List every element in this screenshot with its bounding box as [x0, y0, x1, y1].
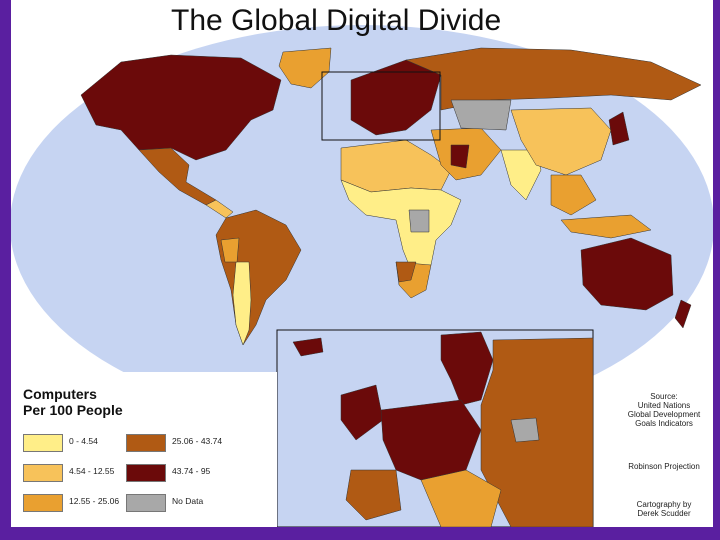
scandinavia	[440, 331, 494, 406]
chile-argentina	[232, 261, 252, 346]
uk-ireland	[340, 384, 384, 441]
legend-swatch	[126, 494, 166, 512]
legend-swatch	[126, 434, 166, 452]
world-map	[11, 25, 713, 527]
japan	[608, 111, 630, 146]
legend-label: 12.55 - 25.06	[69, 496, 120, 506]
legend-label: 25.06 - 43.74	[172, 436, 223, 446]
map-title: The Global Digital Divide	[171, 4, 502, 37]
iceland	[292, 337, 324, 357]
indonesia	[560, 214, 652, 239]
legend: Computers Per 100 People 0 - 4.54 4.54 -…	[11, 372, 277, 527]
central-asia-no-data	[450, 99, 512, 131]
central-america	[205, 199, 234, 219]
western-europe	[380, 399, 482, 481]
australia	[580, 237, 674, 311]
north-america	[80, 54, 282, 161]
legend-swatch	[23, 434, 63, 452]
legend-swatch	[126, 464, 166, 482]
new-zealand	[674, 299, 692, 329]
legend-label: 4.54 - 12.55	[69, 466, 115, 476]
projection-credit: Robinson Projection	[628, 462, 700, 471]
south-africa	[395, 261, 417, 283]
cartography-credit: Cartography by Derek Scudder	[636, 500, 692, 518]
legend-swatch	[23, 464, 63, 482]
legend-title: Computers Per 100 People	[23, 386, 123, 418]
source-credit: Source: United Nations Global Developmen…	[627, 392, 701, 428]
gulf-states	[450, 144, 470, 169]
legend-label: 0 - 4.54	[69, 436, 98, 446]
legend-swatch	[23, 494, 63, 512]
legend-label: 43.74 - 95	[172, 466, 211, 476]
iberia	[345, 469, 402, 521]
african-no-data	[408, 209, 430, 233]
italy-balkans	[420, 469, 502, 527]
russia	[405, 47, 702, 111]
europe-no-data	[510, 417, 540, 443]
central-africa	[340, 179, 462, 271]
southeast-asia	[550, 174, 597, 216]
slide: The Global Digital Divide Computers Per …	[11, 0, 713, 527]
china	[510, 107, 612, 176]
andes	[220, 237, 240, 263]
europe-locator-box	[321, 71, 441, 141]
legend-label: No Data	[172, 496, 204, 506]
greenland	[278, 47, 332, 89]
